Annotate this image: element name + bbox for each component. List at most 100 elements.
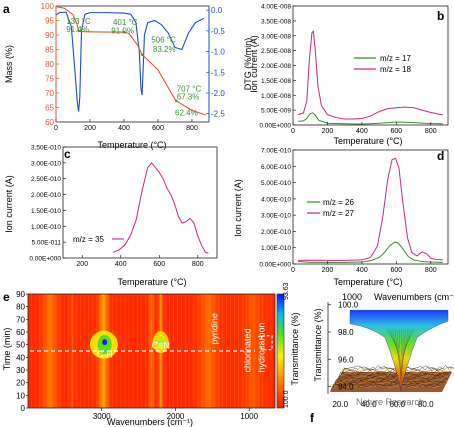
y-tick-label: 1.50E-010 (31, 208, 61, 215)
annotation-label: 83.2% (153, 45, 176, 54)
colorbar-max-label: 93.63 (283, 282, 290, 300)
peak-ridge-line (402, 329, 415, 351)
x-tick-label: 200 (322, 267, 334, 274)
spectrum-trace (333, 378, 446, 387)
y-tick-label: 0.00E+000 (29, 256, 61, 263)
spectrum-trace (335, 374, 448, 384)
annotation-label: 707 °C (177, 85, 202, 94)
panel-a-y-axis-label: Mass (%) (4, 45, 14, 83)
y-tick-label: 10 (16, 391, 25, 400)
panel-f-label: f (310, 411, 315, 425)
y-tick-label: 4.00E-008 (261, 4, 291, 11)
y-tick-label: 70 (16, 315, 25, 324)
panel-e-y-axis-label: Time (min) (2, 328, 12, 371)
y-tick-label: 100.0 (338, 301, 359, 310)
x-tick-label: 60.0 (389, 400, 405, 409)
peak-ridge-line (399, 329, 401, 380)
y-tick-label: 100 (41, 2, 55, 11)
panel-d-x-axis-label: Temperature (°C) (333, 277, 402, 287)
panel-f-y-axis-label: Transmittance (%) (313, 308, 323, 381)
panel-b-y-axis-label: Ion current (A) (249, 35, 259, 93)
annotation-label: 91.4% (66, 25, 89, 34)
annotation-label: 133 °C (66, 17, 91, 26)
x-tick-label: 200 (322, 128, 334, 135)
y2-tick-label: -1.0 (211, 48, 225, 57)
panel-a-tg-dtg-chart: a 0 200 400 600 800 60 65 70 75 80 85 90 95 100 0.0 -0.… (3, 2, 253, 150)
y-tick-label: 3.50E-010 (31, 145, 61, 152)
y-tick-label: 4.00E-010 (261, 196, 291, 203)
x-tick-label: 400 (115, 261, 127, 268)
y2-tick-label: 0.0 (211, 6, 223, 15)
series-line-m18 (298, 30, 443, 120)
x-tick-label: 40.0 (361, 400, 377, 409)
y-tick-label: 85 (45, 46, 54, 55)
x-tick-label: 400 (356, 128, 368, 135)
legend-label: m/z = 27 (323, 209, 354, 218)
x-tick-label: 200 (84, 125, 96, 132)
spectrum-trace (336, 372, 450, 382)
y-tick-label: 3.00E-010 (261, 213, 291, 220)
plot-frame (292, 149, 449, 265)
series-line-m35 (112, 162, 209, 254)
panel-a-x-axis-label: Temperature (°C) (97, 140, 166, 150)
y2-tick-label: -2.0 (211, 89, 225, 98)
band-label: C-H (97, 349, 113, 359)
spectrum-trace (338, 370, 451, 379)
y-tick-label: 96.0 (338, 355, 354, 364)
y-tick-label: 3.00E-008 (261, 33, 291, 40)
y-tick-label: 2.00E-010 (261, 229, 291, 236)
colorbar (276, 293, 285, 409)
legend-label: m/z = 26 (323, 198, 354, 207)
spectrum-trace (339, 368, 452, 377)
x-tick-label: 800 (192, 261, 204, 268)
panel-e-x-axis-label: Wavenumbers (cm⁻¹) (107, 417, 193, 427)
peak-ridge-line (401, 329, 404, 378)
annotation-label: 67.3% (177, 93, 200, 102)
annotation-label: 62.4% (175, 108, 198, 117)
spectrum-trace (331, 380, 445, 389)
y-tick-label: 2.50E-010 (31, 176, 61, 183)
y-tick-label: 90 (45, 31, 54, 40)
x-tick-label: 3000 (93, 412, 111, 421)
y-tick-label: 90 (16, 290, 25, 299)
y-tick-label: 70 (45, 89, 54, 98)
panel-c-label: c (64, 147, 71, 161)
x-tick-label: 600 (153, 261, 165, 268)
series-line-m26 (298, 241, 443, 263)
y-tick-label: 75 (45, 75, 54, 84)
x-tick-label: 1000 (240, 412, 258, 421)
x-tick-label: 20.0 (332, 400, 348, 409)
y-tick-label: 65 (45, 104, 54, 113)
peak-ridge-line (401, 329, 409, 367)
annotation-label: 91.0% (111, 26, 134, 35)
y-tick-label: 0.00E+000 (259, 123, 291, 130)
ch-hotspot-peak (102, 339, 108, 346)
x-tick-label: 80.0 (418, 400, 434, 409)
panel-f-z-axis-value: 1000 (342, 292, 362, 302)
x-tick-label: 200 (76, 261, 88, 268)
y-tick-label: 30 (16, 366, 25, 375)
band-label: hydrocarbon (257, 322, 267, 372)
y-tick-label: 20 (16, 379, 25, 388)
y2-tick-label: -1.5 (211, 68, 225, 77)
colorbar-label: Transmittance (%) (290, 312, 300, 385)
x-tick-label: 600 (390, 128, 402, 135)
x-tick-label: 600 (152, 125, 164, 132)
x-tick-label: 0 (291, 128, 295, 135)
cn-hotspot-core (157, 336, 164, 349)
legend-label: m/z = 18 (380, 65, 411, 74)
panel-d-label: d (437, 149, 444, 163)
highlight-box (261, 335, 273, 351)
y-tick-label: 2.00E-008 (261, 63, 291, 70)
y-tick-label: 0.00E+000 (259, 262, 291, 269)
y-tick-label: 1.00E-008 (261, 93, 291, 100)
y-tick-label: 80 (45, 60, 54, 69)
y-tick-label: 94.0 (338, 383, 354, 392)
panel-f-3d-spectra: f 94.0 96.0 98.0 100.0 20.0 40.0 60.0 80.0 1000… (310, 292, 454, 425)
panel-e-ftir-heatmap: e 3000 2000 1000 0 10 20 30 40 50 60 70 80 90 C-H C≡N… (2, 282, 300, 427)
y-tick-label: 98.0 (338, 328, 354, 337)
panel-b-ion-current-chart: b 0 200 400 600 800 0.00E+000 5.00E-009 1.00E-0… (249, 4, 449, 146)
peak-surface (349, 309, 449, 391)
x-tick-label: 2000 (167, 412, 185, 421)
